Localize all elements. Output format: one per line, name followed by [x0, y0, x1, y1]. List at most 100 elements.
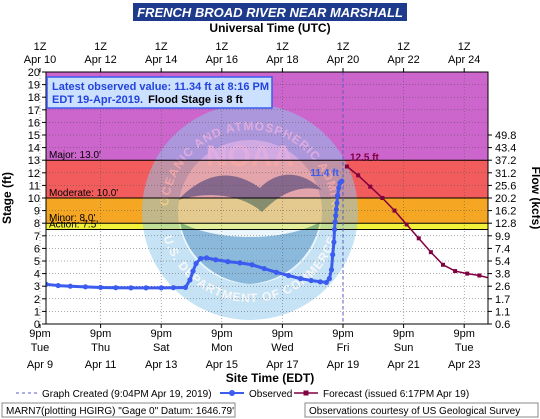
forecast-point: [416, 236, 421, 241]
watermark-noaa-text: NOAA: [206, 140, 294, 173]
observed-point: [333, 213, 339, 219]
time-tick-weekday: Sat: [153, 342, 170, 354]
observed-point: [331, 239, 337, 245]
utc-tick-date: Apr 20: [327, 54, 359, 66]
forecast-point: [368, 184, 373, 189]
flood-category-label: Moderate: 10.0': [49, 188, 118, 199]
stage-tick-label: 8: [34, 218, 40, 230]
time-tick-weekday: Mon: [211, 342, 232, 354]
utc-tick-date: Apr 16: [206, 54, 238, 66]
flow-tick-label: 2.6: [495, 281, 510, 293]
forecast-point: [356, 173, 361, 178]
chart-title: FRENCH BROAD RIVER NEAR MARSHALL: [137, 5, 403, 20]
observed-point: [285, 272, 292, 279]
utc-tick-hour: 1Z: [397, 41, 410, 53]
time-tick-hour: 9pm: [332, 328, 353, 340]
stage-tick-label: 9: [34, 206, 40, 218]
stage-tick-label: 10: [28, 193, 40, 205]
utc-tick-hour: 1Z: [34, 41, 47, 53]
observed-point: [113, 285, 119, 291]
time-tick-hour: 9pm: [272, 328, 293, 340]
flow-tick-label: 12.8: [495, 218, 516, 230]
forecast-point: [440, 262, 445, 267]
observed-point: [193, 260, 199, 267]
time-tick-hour: 9pm: [393, 328, 414, 340]
stage-tick-label: 0: [34, 319, 40, 331]
footer-left-box: [1, 402, 236, 418]
observed-point: [336, 185, 342, 191]
flow-tick-label: 43.4: [495, 143, 516, 155]
observed-point: [187, 277, 193, 283]
observed-point: [225, 259, 231, 265]
observed-point: [323, 279, 329, 286]
observed-point: [82, 284, 89, 290]
flow-axis-title: Flow (kcfs): [529, 167, 540, 230]
info-box-flood-stage: Flood Stage is 8 ft: [148, 94, 243, 106]
time-tick-hour: 9pm: [29, 328, 50, 340]
forecast-point: [477, 273, 482, 278]
peak-value-label: 12.5 ft: [350, 153, 380, 164]
observed-point: [328, 267, 335, 273]
observed-point: [261, 265, 267, 272]
observed-point: [317, 279, 323, 285]
observed-point: [297, 276, 304, 282]
footer-left-text: MARN7(plotting HGIRG) "Gage 0" Datum: 16…: [6, 406, 234, 417]
time-tick-hour: 9pm: [453, 328, 474, 340]
observed-point: [197, 255, 204, 262]
observed-point: [158, 285, 164, 291]
time-tick-weekday: Wed: [271, 342, 293, 354]
stage-tick-label: 6: [34, 243, 40, 255]
observed-point: [308, 277, 314, 284]
peak-value-label: 11.4 ft: [310, 168, 339, 179]
stage-tick-label: 11: [29, 180, 40, 192]
flow-tick-label: 7.4: [495, 243, 510, 255]
observed-point: [11, 276, 16, 281]
stage-tick-label: 13: [28, 155, 40, 167]
time-tick-date: Apr 17: [266, 359, 298, 371]
observed-point: [326, 276, 332, 282]
stage-tick-label: 5: [34, 256, 40, 268]
info-box-line2: EDT 19-Apr-2019. Flood Stage is 8 ft: [52, 94, 243, 106]
legend-observed-marker: [229, 390, 235, 396]
legend-forecast-marker: [303, 390, 309, 396]
flow-tick-label: 37.2: [495, 155, 516, 167]
utc-tick-date: Apr 12: [84, 54, 116, 66]
info-box-date: EDT 19-Apr-2019.: [52, 94, 143, 106]
info-box-frame: [46, 76, 273, 109]
time-tick-weekday: Tue: [455, 342, 474, 354]
utc-tick-hour: 1Z: [215, 41, 228, 53]
time-tick-weekday: Fri: [337, 342, 350, 354]
top-axis-title: Universal Time (UTC): [209, 21, 330, 35]
time-tick-weekday: Sun: [394, 342, 414, 354]
plot-grid: [39, 72, 488, 324]
flow-tick-label: 20.2: [495, 193, 516, 205]
utc-tick-hour: 1Z: [276, 41, 289, 53]
flow-tick-label: 1.7: [495, 294, 510, 306]
observed-point: [170, 285, 176, 291]
stage-tick-label: 2: [34, 294, 40, 306]
legend: Graph Created (9:04PM Apr 19, 2019) Obse…: [16, 389, 469, 400]
observed-point: [22, 278, 27, 283]
flow-tick-label: 0.6: [495, 319, 510, 331]
flood-category-label: Minor: 8.0': [49, 213, 95, 224]
utc-tick-hour: 1Z: [458, 41, 471, 53]
observed-point: [190, 268, 196, 274]
observed-point: [182, 284, 189, 291]
observed-point: [143, 285, 149, 291]
observed-point: [46, 281, 49, 287]
stage-tick-label: 1: [34, 306, 40, 318]
forecast-point: [380, 196, 385, 200]
utc-tick-hour: 1Z: [155, 41, 168, 53]
point-labels: 11.4 ft 12.5 ft: [310, 153, 379, 180]
series-layer: [11, 164, 488, 291]
site-time-axis-ticks: 9pm Tue Apr 9 9pm Thu Apr 11 9pm Sat Apr 13 9pm Mo…: [27, 324, 480, 371]
time-tick-date: Apr 11: [85, 359, 117, 371]
footer: MARN7(plotting HGIRG) "Gage 0" Datum: 16…: [1, 402, 539, 418]
watermark-seabird: [178, 174, 322, 212]
observed-point: [333, 206, 339, 212]
stage-tick-label: 14: [28, 143, 40, 155]
stage-tick-label: 18: [28, 92, 40, 104]
